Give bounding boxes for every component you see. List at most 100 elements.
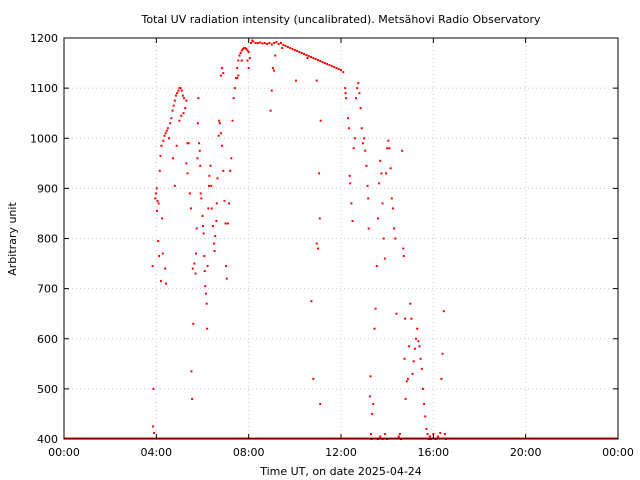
data-point-0-49 (185, 162, 188, 165)
data-point-0-63 (197, 97, 200, 100)
x-tick-label-4: 16:00 (417, 446, 449, 459)
data-point-0-118 (245, 48, 248, 51)
data-point-0-86 (213, 242, 216, 245)
data-point-0-209 (365, 164, 368, 167)
data-point-0-91 (216, 177, 219, 180)
data-point-0-90 (215, 202, 218, 205)
data-point-0-4 (154, 197, 157, 200)
data-point-0-198 (352, 147, 355, 150)
data-point-0-19 (163, 134, 166, 137)
data-point-0-226 (381, 202, 384, 205)
data-point-0-218 (372, 402, 375, 405)
data-point-0-193 (348, 127, 351, 130)
data-point-0-126 (240, 59, 243, 62)
data-point-0-187 (319, 402, 322, 405)
data-point-0-137 (263, 42, 266, 45)
data-point-0-247 (404, 397, 407, 400)
data-point-0-257 (416, 327, 419, 330)
data-point-0-185 (318, 172, 321, 175)
data-point-0-13 (160, 144, 163, 147)
data-point-0-17 (159, 280, 162, 283)
data-point-0-157 (309, 56, 312, 59)
data-point-0-22 (166, 127, 169, 130)
data-point-0-46 (185, 99, 188, 102)
y-tick-label-3: 700 (37, 283, 58, 296)
data-point-0-50 (186, 172, 189, 175)
data-point-0-88 (214, 234, 217, 237)
data-point-0-282 (383, 432, 386, 435)
data-point-0-246 (404, 317, 407, 320)
data-point-0-52 (189, 207, 192, 210)
data-point-0-3 (153, 431, 156, 434)
data-point-0-105 (230, 157, 233, 160)
data-point-0-60 (195, 227, 198, 230)
data-point-0-44 (180, 114, 183, 117)
data-point-0-232 (388, 147, 391, 150)
data-point-0-200 (355, 97, 358, 100)
data-point-0-186 (318, 217, 321, 220)
data-point-0-175 (270, 89, 273, 92)
data-point-0-179 (306, 57, 309, 60)
data-point-0-238 (395, 312, 398, 315)
data-point-0-201 (356, 87, 359, 90)
data-point-0-163 (323, 62, 326, 65)
data-point-0-280 (379, 435, 382, 438)
data-point-0-42 (175, 144, 178, 147)
data-point-0-262 (421, 387, 424, 390)
data-point-0-70 (201, 224, 204, 227)
data-point-0-27 (170, 117, 173, 120)
data-point-0-231 (387, 139, 390, 142)
data-point-0-30 (173, 99, 176, 102)
data-point-0-76 (205, 302, 208, 305)
data-point-0-12 (159, 154, 162, 157)
data-point-0-207 (363, 137, 366, 140)
data-point-0-136 (261, 42, 264, 45)
data-point-0-95 (219, 132, 222, 135)
data-point-0-181 (310, 300, 313, 303)
data-point-0-59 (195, 252, 198, 255)
data-point-0-259 (418, 345, 421, 348)
data-point-0-146 (284, 45, 287, 48)
data-point-0-147 (286, 46, 289, 49)
y-axis-title: Arbitrary unit (6, 202, 19, 276)
data-point-0-106 (231, 119, 234, 122)
data-point-0-230 (386, 147, 389, 150)
data-point-0-158 (312, 57, 315, 60)
data-point-0-33 (177, 89, 180, 92)
data-point-0-113 (239, 52, 242, 55)
data-point-0-129 (248, 57, 251, 60)
data-point-0-221 (375, 265, 378, 268)
data-point-0-173 (273, 69, 276, 72)
data-point-0-75 (204, 292, 207, 295)
data-point-0-153 (300, 52, 303, 55)
data-point-0-204 (359, 107, 362, 110)
data-point-0-217 (371, 412, 374, 415)
data-point-0-276 (442, 310, 445, 313)
data-point-0-115 (241, 48, 244, 51)
data-point-0-125 (237, 74, 240, 77)
data-point-0-83 (210, 184, 213, 187)
data-point-0-28 (171, 109, 174, 112)
data-point-0-176 (269, 109, 272, 112)
data-point-0-184 (316, 247, 319, 250)
data-point-0-151 (296, 50, 299, 53)
y-tick-label-1: 500 (37, 383, 58, 396)
data-point-0-66 (199, 164, 202, 167)
data-point-0-165 (328, 64, 331, 67)
data-point-0-148 (289, 47, 292, 50)
data-point-0-62 (196, 122, 199, 125)
x-tick-label-5: 20:00 (510, 446, 542, 459)
data-point-0-35 (179, 87, 182, 90)
data-point-0-225 (380, 172, 383, 175)
x-axis-title: Time UT, on date 2025-04-24 (259, 465, 422, 478)
data-point-0-120 (247, 51, 250, 54)
data-point-0-222 (376, 217, 379, 220)
data-point-0-9 (157, 240, 160, 243)
data-point-0-37 (181, 94, 184, 97)
data-point-0-152 (298, 51, 301, 54)
data-point-0-130 (249, 42, 252, 45)
data-point-0-149 (291, 48, 294, 51)
data-point-0-214 (369, 375, 372, 378)
data-point-0-108 (233, 87, 236, 90)
data-point-0-10 (157, 202, 160, 205)
